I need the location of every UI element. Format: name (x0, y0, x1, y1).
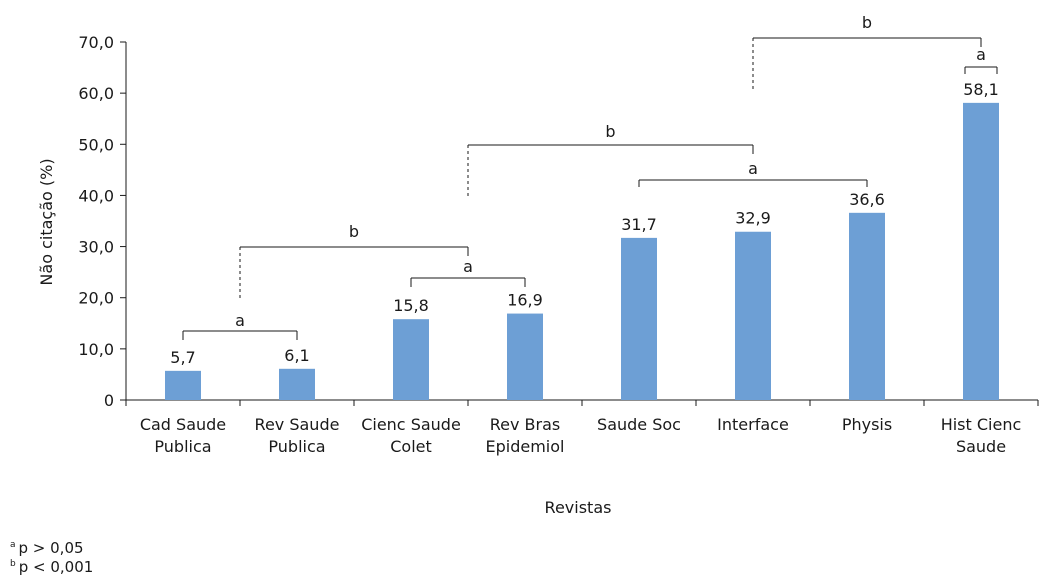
bar (507, 313, 543, 400)
bar (165, 370, 201, 400)
x-tick-label-line: Cad Saude (140, 415, 226, 434)
x-tick-label: Cad Saude Publica (140, 415, 226, 456)
bracket-label: a (748, 159, 758, 178)
bar (735, 231, 771, 400)
x-tick-label-line: Colet (390, 437, 432, 456)
x-tick-label: Physis (842, 415, 892, 434)
x-tick-label-line: Hist Cienc (941, 415, 1022, 434)
y-tick-label: 10,0 (78, 340, 114, 359)
bar (963, 102, 999, 401)
y-tick-label: 40,0 (78, 186, 114, 205)
x-axis-label: Revistas (545, 498, 612, 517)
x-tick-label-line: Publica (268, 437, 325, 456)
bracket-label: a (463, 257, 473, 276)
bar (621, 237, 657, 400)
y-tick-label: 0 (104, 391, 114, 410)
x-tick-label-line: Rev Saude (255, 415, 340, 434)
x-tick-label-line: Interface (717, 415, 789, 434)
x-tick-label-line: Cienc Saude (361, 415, 461, 434)
x-tick-label: Interface (717, 415, 789, 434)
y-tick-label: 60,0 (78, 84, 114, 103)
x-tick-label: Hist Cienc Saude (941, 415, 1022, 456)
x-tick-label-line: Physis (842, 415, 892, 434)
bracket-label: b (349, 222, 359, 241)
x-tick-label-line: Saude (956, 437, 1006, 456)
data-label: 32,9 (735, 209, 771, 228)
bracket-label: b (605, 122, 615, 141)
footnote-text: p > 0,05 (18, 539, 84, 557)
y-tick-label: 20,0 (78, 289, 114, 308)
footnote-text: p < 0,001 (18, 558, 94, 576)
bar (849, 212, 885, 400)
x-tick-label: Saude Soc (597, 415, 681, 434)
data-label: 36,6 (849, 190, 885, 209)
y-tick-label: 70,0 (78, 33, 114, 52)
x-tick-label-line: Publica (154, 437, 211, 456)
data-label: 31,7 (621, 215, 657, 234)
bar (393, 319, 429, 400)
value-labels: 5,7 6,1 15,8 16,9 31,7 32,9 36,6 58,1 (170, 80, 999, 367)
data-label: 58,1 (963, 80, 999, 99)
data-label: 16,9 (507, 291, 543, 310)
bar (279, 368, 315, 400)
significance-brackets: a a b a b a b (182, 13, 998, 340)
x-tick-label-line: Rev Bras (490, 415, 561, 434)
y-axis-label: Não citação (%) (37, 158, 56, 285)
x-tick-label: Cienc Saude Colet (361, 415, 461, 456)
footnote-marker: b (10, 559, 16, 569)
data-label: 6,1 (284, 346, 309, 365)
x-tick-label-line: Saude Soc (597, 415, 681, 434)
footnote-marker: a (10, 540, 16, 550)
x-tick-label: Rev Saude Publica (255, 415, 340, 456)
x-tick-label: Rev Bras Epidemiol (486, 415, 565, 456)
y-tick-label: 50,0 (78, 135, 114, 154)
bracket-label: b (862, 13, 872, 32)
data-label: 15,8 (393, 296, 429, 315)
axes: 0 10,0 20,0 30,0 40,0 50,0 60,0 70,0 Cad Saude Pu… (78, 33, 1039, 456)
y-tick-label: 30,0 (78, 238, 114, 257)
bars (165, 102, 999, 401)
bracket-label: a (235, 311, 245, 330)
x-tick-label-line: Epidemiol (486, 437, 565, 456)
bracket-label: a (976, 45, 986, 64)
data-label: 5,7 (170, 348, 195, 367)
